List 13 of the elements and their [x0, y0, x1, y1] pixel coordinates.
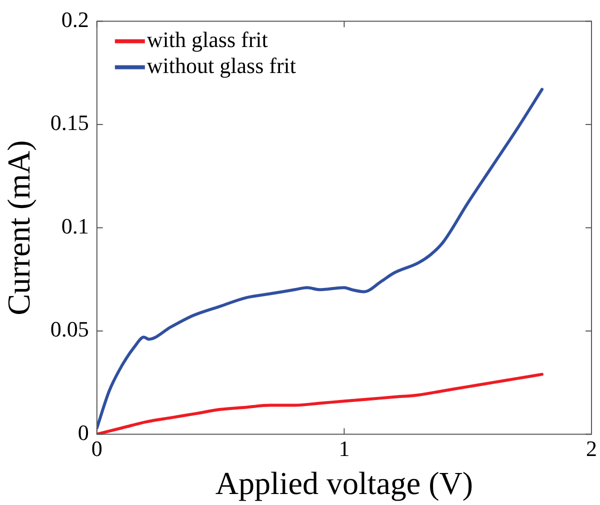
- line-series: [96, 372, 544, 434]
- x-tick-label: 2: [586, 436, 597, 462]
- x-axis-title: Applied voltage (V): [215, 465, 474, 502]
- y-tick-label: 0.2: [61, 6, 89, 32]
- x-tick-label: 1: [338, 436, 350, 462]
- legend-label: without glass frit: [146, 52, 296, 78]
- y-tick-label: 0: [78, 420, 89, 445]
- y-tick-label: 0.1: [61, 213, 89, 238]
- legend-label: with glass frit: [146, 26, 268, 52]
- y-tick-label: 0.05: [50, 316, 89, 342]
- line-series: [96, 88, 544, 430]
- y-axis-title: Current (mA): [0, 140, 37, 316]
- y-tick-label: 0.15: [50, 110, 89, 136]
